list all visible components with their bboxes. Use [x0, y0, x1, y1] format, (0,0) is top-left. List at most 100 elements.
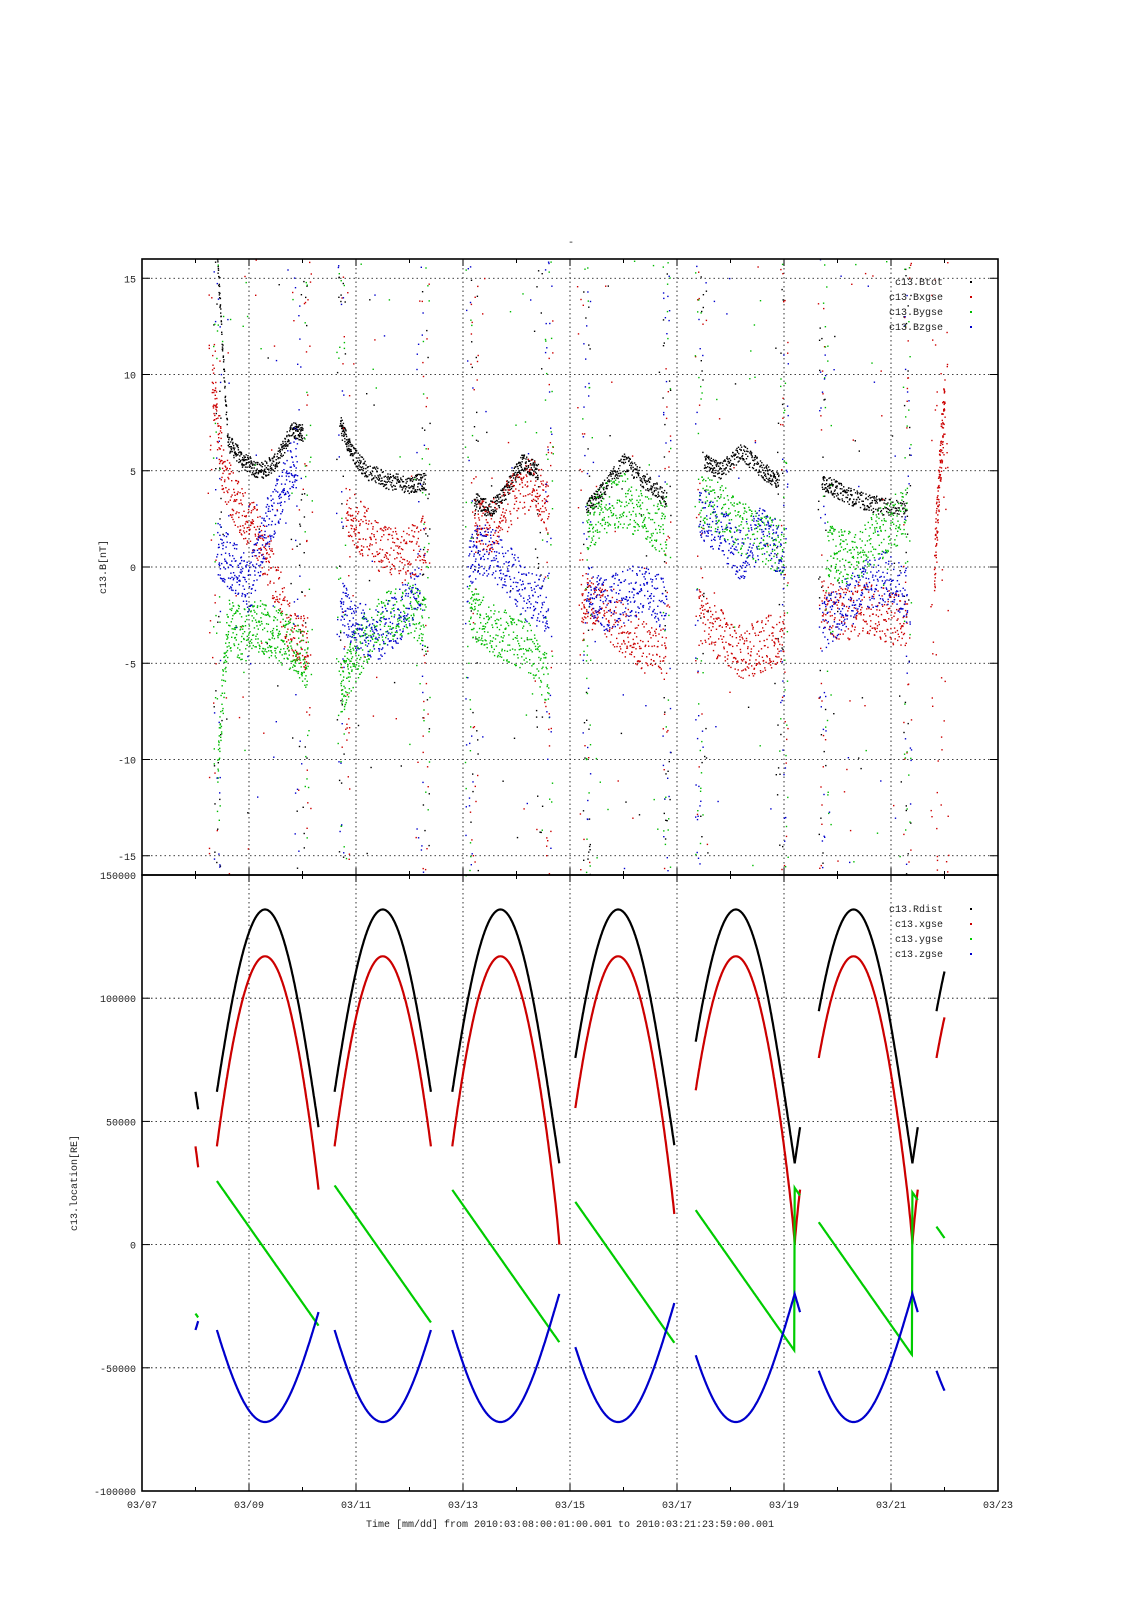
data-point: [243, 510, 245, 512]
data-point: [490, 512, 492, 514]
data-point: [304, 595, 306, 597]
data-point: [595, 497, 598, 500]
data-point: [727, 624, 729, 626]
data-point: [293, 637, 296, 639]
data-point: [873, 511, 875, 513]
data-point: [614, 475, 616, 477]
data-point: [767, 472, 769, 475]
data-point: [861, 494, 863, 496]
data-point: [905, 603, 907, 605]
data-point: [847, 501, 849, 503]
data-point: [591, 497, 593, 499]
data-point: [832, 493, 835, 495]
data-point: [544, 701, 546, 704]
data-point: [398, 547, 400, 549]
data-point: [285, 623, 287, 625]
data-point: [936, 501, 938, 503]
data-point: [609, 435, 611, 437]
data-point: [896, 608, 898, 611]
data-point: [701, 577, 704, 579]
data-point: [268, 471, 270, 474]
data-point: [581, 433, 584, 435]
data-point: [474, 498, 477, 501]
data-point: [217, 269, 220, 271]
data-point: [304, 465, 307, 467]
data-point: [256, 606, 259, 609]
data-point: [724, 660, 727, 662]
data-point: [272, 627, 275, 630]
data-point: [715, 469, 717, 472]
data-point: [365, 464, 367, 466]
data-point: [637, 660, 639, 662]
data-point: [777, 637, 779, 640]
data-point: [643, 479, 646, 481]
data-point: [821, 586, 823, 588]
data-point: [417, 537, 419, 540]
data-point: [665, 646, 667, 649]
data-point: [412, 524, 415, 527]
data-point: [423, 529, 426, 531]
data-point: [218, 294, 221, 296]
series-c13.Bxgse: [207, 259, 950, 876]
data-point: [633, 476, 635, 479]
data-point: [488, 511, 491, 513]
data-point: [902, 625, 904, 628]
data-point: [940, 449, 942, 451]
data-point: [237, 643, 240, 646]
data-point: [644, 480, 646, 482]
data-point: [647, 664, 649, 667]
data-point: [599, 487, 601, 489]
data-point: [665, 502, 667, 505]
data-point: [758, 471, 761, 473]
data-point: [783, 650, 785, 653]
data-point: [413, 531, 416, 533]
data-point: [902, 507, 904, 509]
data-point: [221, 350, 224, 352]
data-point: [373, 534, 375, 536]
data-point: [830, 479, 833, 481]
data-point: [288, 654, 290, 656]
data-point: [301, 639, 303, 642]
data-point: [658, 495, 660, 497]
data-point: [352, 595, 354, 597]
data-point: [358, 538, 360, 540]
data-point: [418, 554, 420, 557]
data-point: [827, 603, 829, 605]
data-point: [421, 648, 424, 651]
data-point: [755, 469, 757, 471]
data-point: [254, 555, 256, 557]
data-point: [702, 622, 704, 624]
data-point: [276, 628, 278, 631]
data-point: [613, 477, 616, 480]
data-point: [525, 464, 527, 467]
data-point: [290, 618, 292, 620]
data-point: [738, 452, 740, 455]
data-point: [427, 786, 429, 788]
top-data-points: [207, 259, 950, 877]
data-point: [484, 509, 487, 511]
data-point: [406, 478, 409, 480]
data-point: [519, 501, 521, 503]
data-point: [733, 656, 735, 659]
data-point: [783, 612, 786, 614]
data-point: [225, 651, 228, 653]
data-point: [399, 552, 401, 555]
data-point: [909, 637, 911, 639]
data-point: [701, 310, 703, 313]
data-point: [611, 486, 613, 488]
data-point: [753, 668, 755, 670]
data-point: [585, 691, 588, 694]
data-point: [279, 450, 281, 453]
data-point: [281, 610, 283, 613]
data-point: [715, 617, 717, 620]
data-point: [870, 608, 872, 610]
data-point: [869, 625, 872, 627]
data-point: [209, 632, 211, 634]
data-point: [741, 455, 744, 457]
data-point: [340, 417, 342, 419]
data-point: [490, 500, 492, 502]
data-point: [782, 472, 784, 474]
data-point: [237, 526, 239, 528]
data-point: [670, 514, 672, 517]
data-point: [264, 460, 266, 462]
